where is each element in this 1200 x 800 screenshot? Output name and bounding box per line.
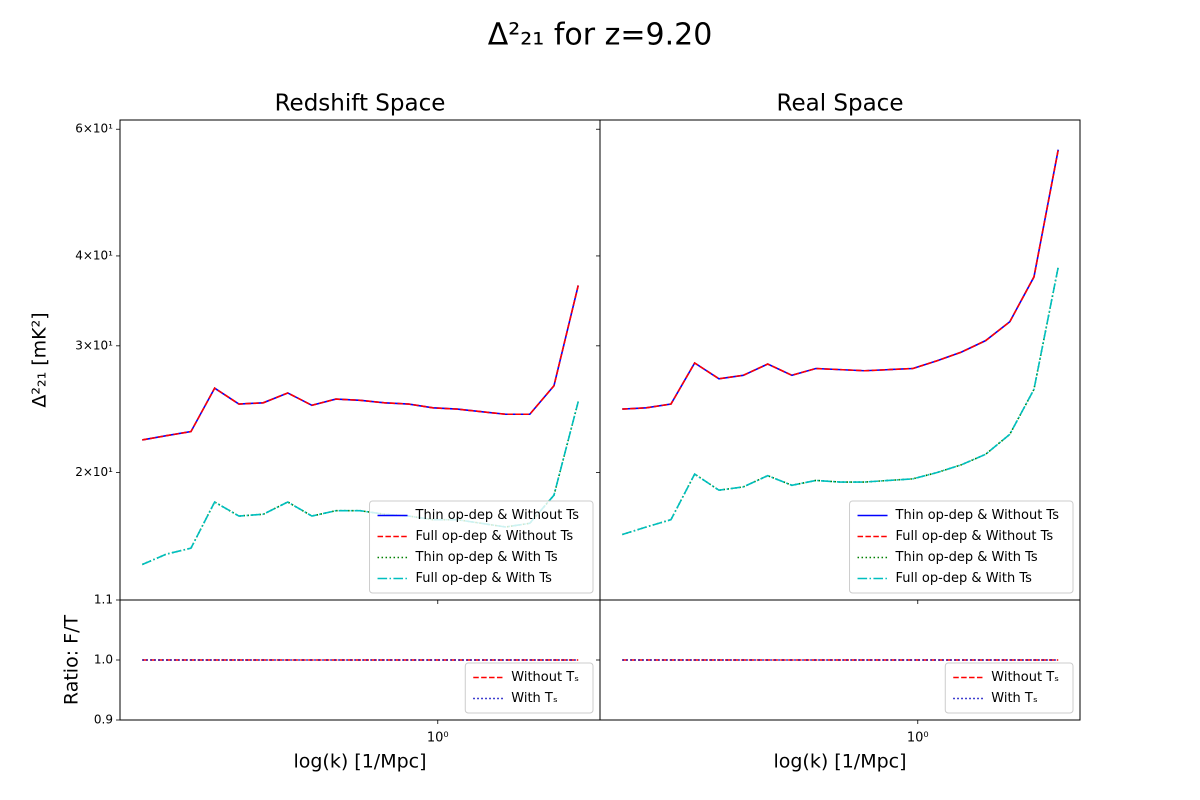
legend-label: Full op-dep & Without Ts: [416, 529, 574, 544]
figure-title: Δ²₂₁ for z=9.20: [488, 18, 713, 53]
legend-label: Thin op-dep & Without Ts: [895, 508, 1060, 523]
legend-label: Without Tₛ: [991, 670, 1059, 685]
legend: Without Tₛ With Tₛ: [944, 662, 1074, 714]
x-tick-label: 10⁰: [427, 731, 449, 746]
legend-box: [849, 500, 1074, 594]
y-tick-label: 4×10¹: [75, 248, 113, 262]
legend-label: Full op-dep & With Ts: [896, 571, 1033, 586]
legend-label: With Tₛ: [511, 691, 558, 706]
legend-box: [944, 662, 1074, 714]
x-axis-label: log(k) [1/Mpc]: [773, 751, 906, 773]
x-tick-label: 10⁰: [907, 731, 929, 746]
x-axis-label: log(k) [1/Mpc]: [293, 751, 426, 773]
panel-title: Redshift Space: [275, 91, 446, 117]
legend: Thin op-dep & Without Ts Full op-dep & Wi…: [369, 500, 594, 594]
y-tick-label: 1.0: [94, 653, 113, 667]
y-tick-label: 0.9: [94, 713, 113, 727]
panel: Real Space Thin op-dep & Without Ts Full o…: [596, 91, 1081, 604]
series-line: [142, 285, 580, 441]
legend-label: Thin op-dep & Without Ts: [415, 508, 580, 523]
legend-label: Full op-dep & With Ts: [416, 571, 553, 586]
axes-frame: [599, 599, 1081, 721]
legend-label: Full op-dep & Without Ts: [896, 529, 1054, 544]
legend-box: [369, 500, 594, 594]
y-axis-label: Ratio: F/T: [61, 615, 83, 706]
legend: Without Tₛ With Tₛ: [464, 662, 594, 714]
legend-label: Without Tₛ: [511, 670, 579, 685]
series-line: [622, 149, 1060, 410]
y-tick-label: 1.1: [94, 593, 113, 607]
panel: 0.9 1.0 1.1 10⁰ Ratio: F/T log(k) [1/Mpc] With…: [61, 593, 601, 773]
legend: Thin op-dep & Without Ts Full op-dep & Wi…: [849, 500, 1074, 594]
y-tick-label: 3×10¹: [75, 338, 113, 352]
y-tick-label: 2×10¹: [75, 465, 113, 479]
panel-title: Real Space: [777, 91, 904, 117]
y-tick-label: 6×10¹: [75, 122, 113, 136]
legend-label: Thin op-dep & With Ts: [895, 550, 1038, 565]
y-axis-label: Δ²₂₁ [mK²]: [29, 312, 51, 407]
legend-label: Thin op-dep & With Ts: [415, 550, 558, 565]
legend-label: With Tₛ: [991, 691, 1038, 706]
series-line: [622, 266, 1060, 536]
legend-box: [464, 662, 594, 714]
